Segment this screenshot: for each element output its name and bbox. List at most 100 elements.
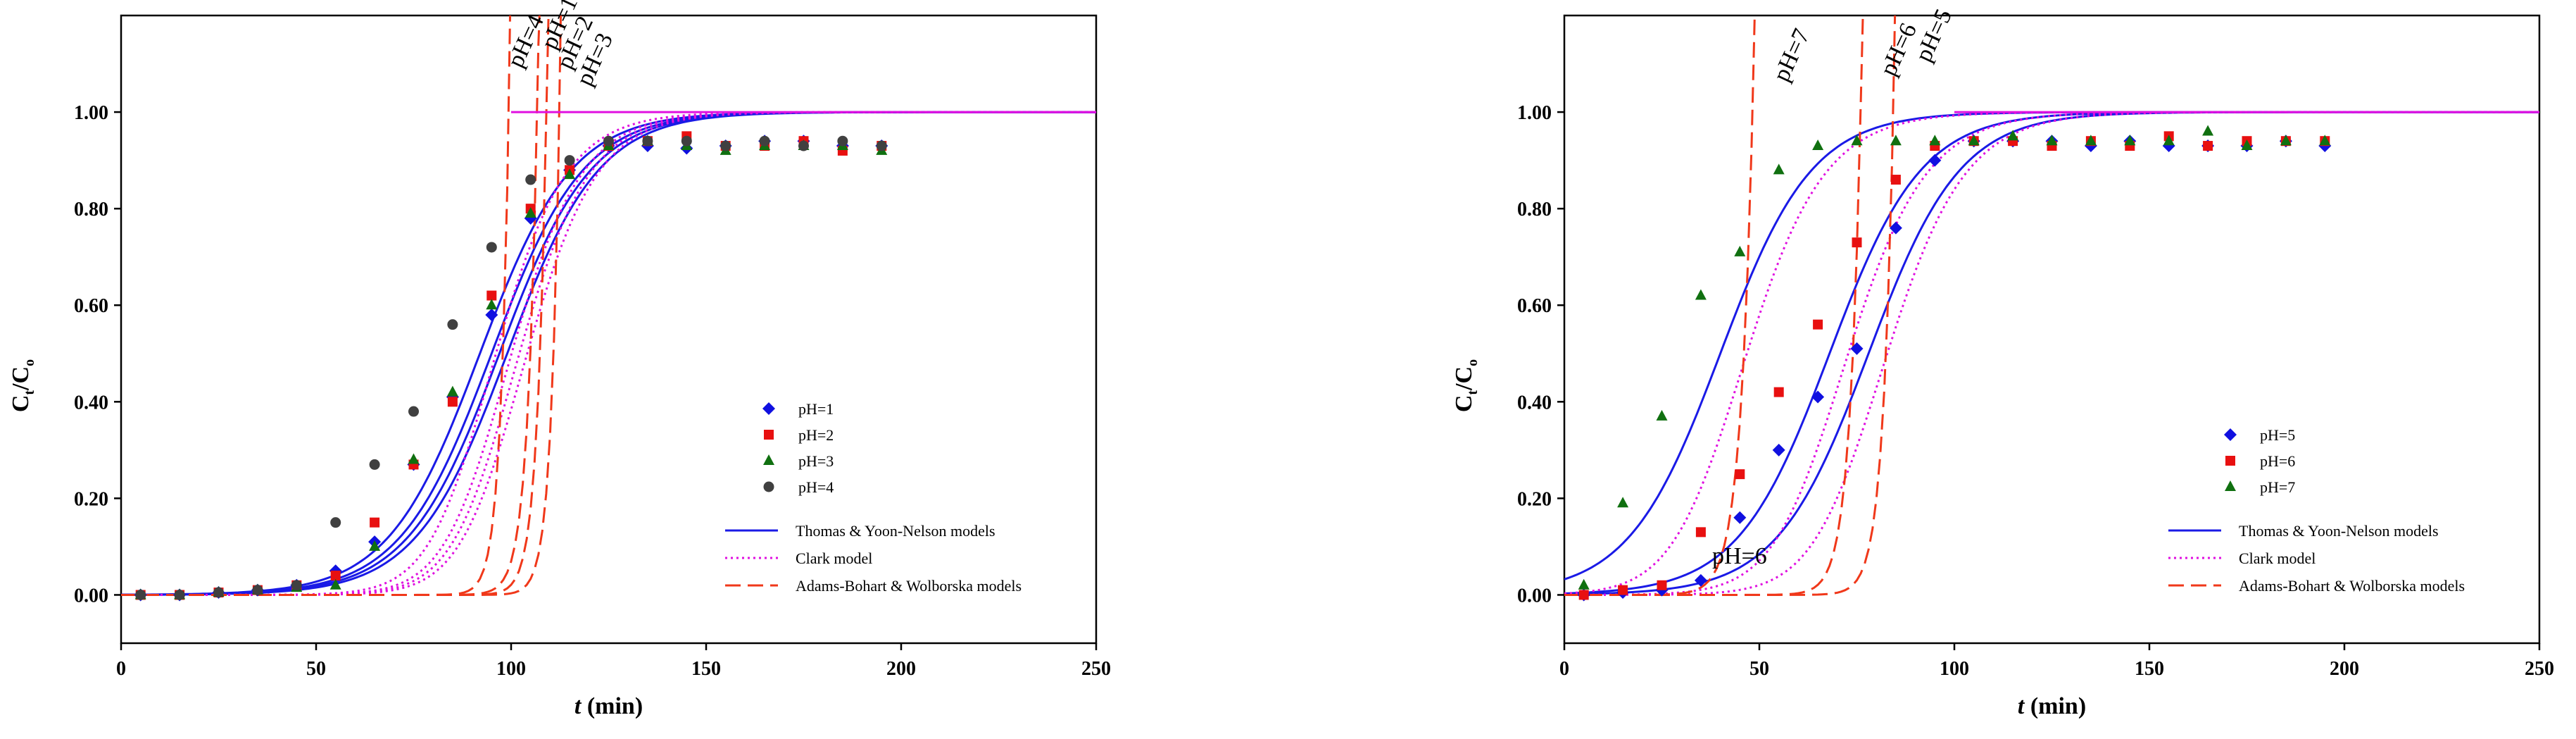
adams-bohart-wolborska-curve <box>1564 15 1756 596</box>
diamond-marker <box>1772 443 1785 457</box>
legend-line-label: Clark model <box>2239 549 2316 567</box>
circle-marker <box>642 135 653 147</box>
x-tick-label: 200 <box>2330 658 2359 680</box>
triangle-marker <box>1929 135 1941 146</box>
legend-line-label: Thomas & Yoon-Nelson models <box>2239 522 2439 540</box>
circle-marker <box>291 580 302 591</box>
circle-marker <box>798 140 809 151</box>
adams-bohart-wolborska-curve <box>1564 15 1864 596</box>
triangle-marker <box>408 453 420 464</box>
diamond-marker <box>1811 390 1825 404</box>
triangle-marker <box>2007 130 2019 141</box>
y-tick-label: 0.40 <box>1517 392 1552 414</box>
triangle-marker <box>1773 163 1785 175</box>
triangle-marker <box>2202 125 2214 136</box>
diamond-marker <box>762 402 775 415</box>
ph-annotation: pH=6 <box>1712 543 1767 569</box>
circle-marker <box>330 517 341 528</box>
x-axis-title-var: t <box>574 693 582 719</box>
circle-marker <box>135 589 146 600</box>
triangle-marker <box>1812 139 1824 151</box>
legend-marker-label: pH=4 <box>798 478 834 496</box>
adams-bohart-wolborska-curve <box>121 15 563 596</box>
triangle-marker <box>2225 480 2236 491</box>
x-axis-title-unit: (min) <box>581 693 643 719</box>
diamond-marker <box>1928 154 1942 167</box>
x-tick-label: 100 <box>1940 658 1969 680</box>
legend-line-label: Adams-Bohart & Wolborska models <box>2239 577 2465 595</box>
circle-marker <box>486 242 497 253</box>
clark-curve <box>121 111 1096 596</box>
square-marker <box>1657 580 1667 590</box>
series-pH4 <box>135 135 887 600</box>
x-axis-title: t (min) <box>2018 693 2086 719</box>
circle-marker <box>759 135 770 147</box>
x-tick-label: 50 <box>306 658 326 680</box>
x-tick-label: 200 <box>886 658 916 680</box>
circle-marker <box>564 155 575 166</box>
triangle-marker <box>1968 135 1980 146</box>
y-tick-label: 0.80 <box>1517 199 1552 221</box>
x-tick-label: 250 <box>2525 658 2554 680</box>
y-axis-title-c: C <box>1451 395 1477 413</box>
y-axis-title: Ct/Co <box>8 359 37 412</box>
triangle-marker <box>524 207 536 218</box>
ph-annotation: pH=7 <box>1768 25 1815 85</box>
clark-curve <box>1564 111 2539 596</box>
triangle-marker <box>369 540 381 551</box>
y-axis-title-sub-o: o <box>22 359 37 366</box>
y-tick-label: 0.60 <box>74 295 108 317</box>
y-axis-title-sub-t: t <box>1465 390 1481 395</box>
circle-marker <box>603 135 614 147</box>
triangle-marker <box>1890 135 1902 146</box>
series-pH7 <box>1578 125 2331 590</box>
square-marker <box>2203 141 2213 151</box>
x-tick-label: 100 <box>496 658 526 680</box>
y-axis-title-slash: /C <box>8 366 34 391</box>
x-tick-label: 150 <box>2135 658 2164 680</box>
y-tick-label: 1.00 <box>1517 102 1552 124</box>
diamond-marker <box>485 308 498 321</box>
y-axis-title-sub-o: o <box>1465 359 1481 366</box>
square-marker <box>764 430 774 440</box>
circle-marker <box>763 481 774 492</box>
legend-line-label: Clark model <box>796 549 872 567</box>
adams-bohart-wolborska-curve <box>121 15 512 596</box>
circle-marker <box>720 140 731 151</box>
legend-line-label: Adams-Bohart & Wolborska models <box>796 577 1022 595</box>
square-marker <box>1773 387 1784 397</box>
triangle-marker <box>1695 289 1707 300</box>
triangle-marker <box>1734 245 1746 256</box>
thomas-yoon-nelson-curve <box>1564 111 2539 595</box>
y-axis-title-sub-t: t <box>22 390 37 395</box>
square-marker <box>2225 456 2235 466</box>
clark-curve <box>1564 111 2539 595</box>
triangle-marker <box>2319 135 2331 146</box>
circle-marker <box>369 459 380 470</box>
y-tick-label: 0.00 <box>1517 585 1552 607</box>
y-tick-label: 0.20 <box>74 488 108 510</box>
square-marker <box>486 290 497 301</box>
x-tick-label: 0 <box>1559 658 1569 680</box>
square-marker <box>1852 237 1862 248</box>
legend-marker-label: pH=5 <box>2260 426 2295 444</box>
circle-marker <box>525 174 536 185</box>
triangle-marker <box>2124 135 2136 146</box>
y-tick-label: 0.80 <box>74 199 108 221</box>
circle-marker <box>213 587 224 598</box>
diamond-marker <box>1733 511 1747 524</box>
diamond-marker <box>1694 573 1707 587</box>
square-marker <box>1578 590 1589 600</box>
x-tick-label: 250 <box>1081 658 1111 680</box>
y-tick-label: 1.00 <box>74 102 108 124</box>
triangle-marker <box>446 385 458 397</box>
square-marker <box>1695 527 1706 538</box>
x-tick-label: 50 <box>1749 658 1769 680</box>
plot-area <box>1564 15 2539 602</box>
square-marker <box>1735 469 1745 480</box>
legend-line-label: Thomas & Yoon-Nelson models <box>796 522 995 540</box>
triangle-marker <box>1578 578 1590 590</box>
legend-marker-label: pH=7 <box>2260 478 2295 496</box>
x-axis-title-unit: (min) <box>2024 693 2086 719</box>
